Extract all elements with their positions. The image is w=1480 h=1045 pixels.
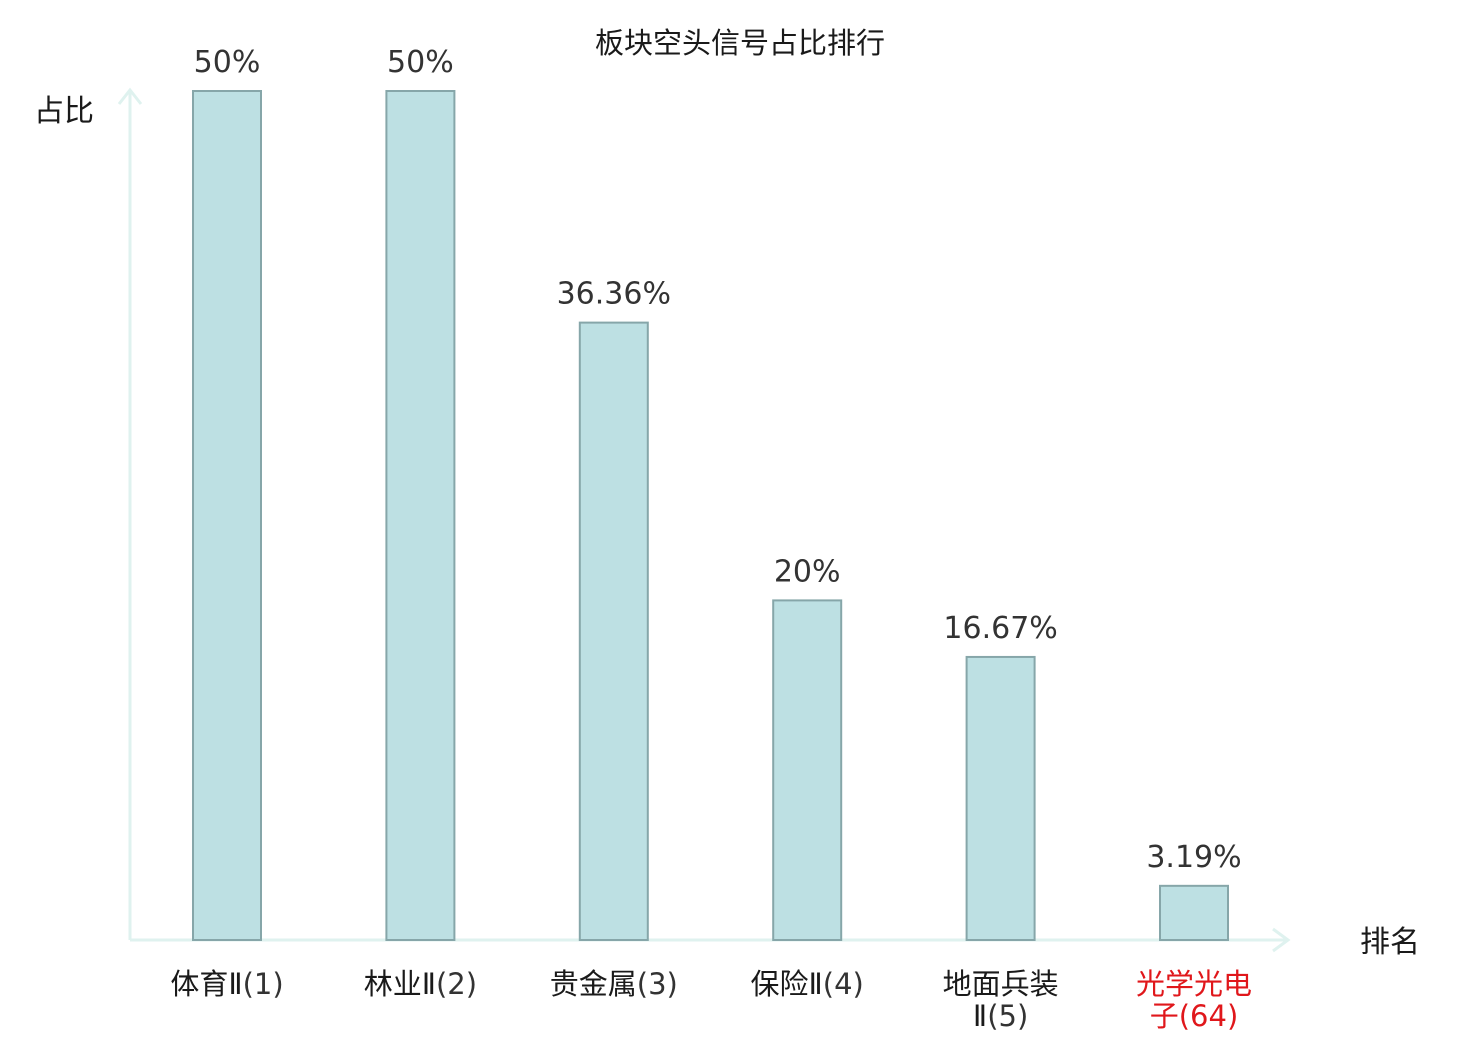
category-label-4: 保险Ⅱ(4) [751, 967, 864, 1001]
y-axis-arrow [117, 87, 143, 105]
value-label-1: 50% [194, 45, 261, 80]
category-label-2: 林业Ⅱ(2) [364, 967, 477, 1001]
category-line: 保险Ⅱ(4) [751, 967, 864, 1001]
bars-group [192, 90, 1229, 942]
category-rank: (64) [1179, 999, 1239, 1033]
category-name: 保险Ⅱ [751, 967, 823, 1001]
category-name: 子 [1150, 999, 1179, 1033]
bar-4 [772, 599, 843, 942]
bar-3 [578, 321, 649, 942]
category-name: 贵金属 [550, 967, 637, 1001]
category-line: 贵金属(3) [550, 967, 678, 1001]
value-labels-group: 50% 50% 36.36% 20% 16.67% 3.19% [194, 45, 1242, 875]
category-label-1: 体育Ⅱ(1) [170, 967, 283, 1001]
category-rank: (4) [823, 967, 864, 1001]
category-line: 地面兵装 [943, 967, 1059, 1001]
category-name: 地面兵装 [943, 967, 1059, 1001]
category-rank: (3) [637, 967, 678, 1001]
value-label-5: 16.67% [943, 611, 1057, 646]
bar-1 [192, 90, 262, 941]
category-name: 光学光电 [1136, 967, 1252, 1001]
chart-title: 板块空头信号占比排行 [595, 26, 885, 60]
axes [117, 87, 1291, 953]
bar-6 [1159, 884, 1229, 941]
value-label-6: 3.19% [1146, 840, 1241, 875]
value-label-2: 50% [387, 45, 454, 80]
bar-5 [965, 655, 1036, 942]
category-name: 体育Ⅱ [170, 967, 242, 1001]
x-axis-label: 排名 [1360, 925, 1420, 960]
category-rank: (5) [987, 999, 1028, 1033]
y-axis-label: 占比 [34, 94, 94, 129]
category-line: Ⅱ(5) [973, 999, 1028, 1033]
category-name: 林业Ⅱ [364, 967, 436, 1001]
value-label-3: 36.36% [557, 277, 671, 312]
category-name: Ⅱ [973, 999, 987, 1033]
x-axis-arrow [1272, 927, 1291, 953]
category-line: 光学光电 [1136, 967, 1252, 1001]
category-rank: (1) [243, 967, 284, 1001]
bar-2 [385, 90, 456, 941]
category-label-5: 地面兵装 Ⅱ(5) [943, 967, 1059, 1033]
category-line: 体育Ⅱ(1) [170, 967, 283, 1001]
category-label-6: 光学光电子(64) [1136, 967, 1252, 1033]
category-rank: (2) [436, 967, 477, 1001]
category-label-3: 贵金属(3) [550, 967, 678, 1001]
category-labels-group: 体育Ⅱ(1) 林业Ⅱ(2) 贵金属(3) 保险Ⅱ(4) 地面兵装 Ⅱ(5) 光学光电子(64… [170, 967, 1252, 1033]
category-line: 子(64) [1150, 999, 1239, 1033]
value-label-4: 20% [774, 554, 841, 589]
category-line: 林业Ⅱ(2) [364, 967, 477, 1001]
